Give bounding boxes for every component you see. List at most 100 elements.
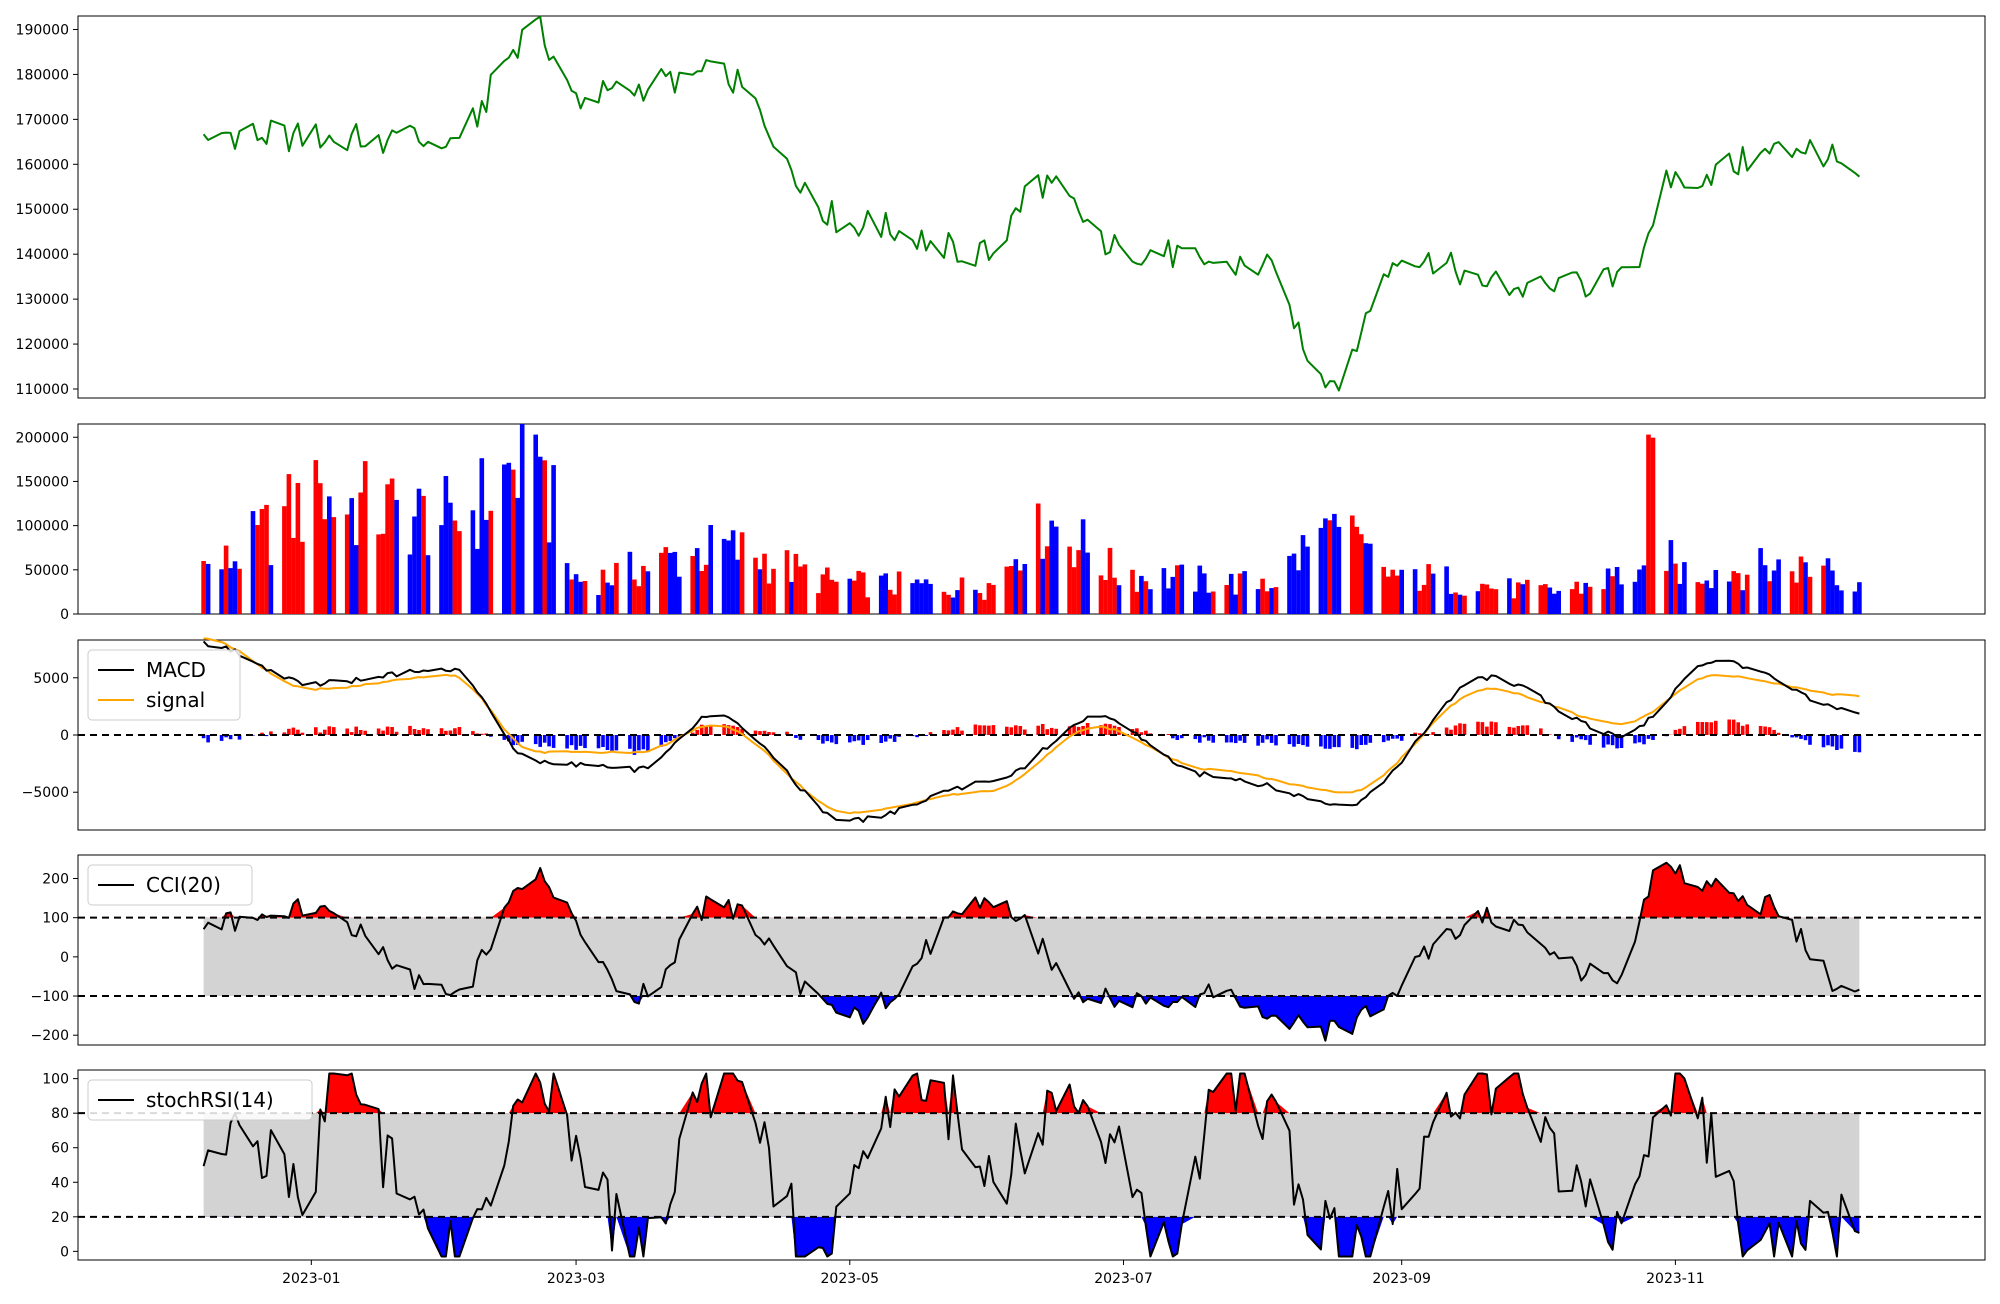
macd-hist-bar [1238,735,1242,741]
macd-hist-bar [292,728,296,735]
volume-bar [928,584,933,614]
price-ytick-label: 140000 [16,247,69,263]
volume-bar [1426,564,1431,614]
volume-bar [574,574,579,614]
volume-bar [1705,581,1710,615]
macd-hist-bar [1602,735,1606,748]
volume-bar [1758,548,1763,614]
volume-bar [1323,518,1328,614]
macd-hist-bar [637,735,641,750]
cci-oversold-fill [204,996,1860,1041]
volume-bar [865,597,870,614]
xtick-label: 2023-05 [821,1271,880,1287]
volume-bar [408,555,413,615]
volume-bar [1099,575,1104,614]
volume-bar [1512,598,1517,614]
volume-bar [785,550,790,614]
cci-band [204,918,1860,996]
volume-bar [973,590,978,614]
macd-hist-bar [1683,726,1687,735]
volume-bar [1359,534,1364,614]
macd-hist-bar [758,731,762,735]
volume-bar [1431,574,1436,614]
volume-bar [1449,594,1454,614]
volume-bar [1476,591,1481,614]
volume-bar [314,460,319,614]
macd-hist-bar [1696,722,1700,735]
volume-bar [726,541,731,615]
stochrsi-ytick-label: 60 [51,1141,69,1157]
volume-bar [323,519,328,614]
price-ytick-label: 170000 [16,112,69,128]
macd-hist-bar [1526,725,1530,735]
macd-hist-bar [646,735,650,752]
macd-hist-bar [1714,721,1718,735]
macd-hist-bar [206,735,210,742]
volume-bar [1054,527,1059,614]
macd-hist-bar [1485,727,1489,735]
volume-bar [381,534,386,614]
volume-bar [1049,521,1054,614]
macd-hist-bar [893,735,897,742]
volume-bar [264,505,269,614]
macd-hist-bar [1036,726,1040,735]
macd-hist-bar [565,735,569,749]
volume-bar [1808,577,1813,614]
volume-bar [982,600,987,614]
volume-bar [978,593,983,614]
volume-bars [201,424,1861,614]
macd-hist-bar [1364,735,1368,745]
volume-bar [1202,573,1207,614]
macd-hist-bar [642,735,646,749]
volume-bar [1296,570,1301,614]
macd-hist-bar [1005,727,1009,735]
cci-ytick-label: −100 [31,989,69,1005]
macd-hist-bar [1831,735,1835,747]
volume-bar [1767,581,1772,614]
price-ytick-label: 130000 [16,292,69,308]
volume-bar [358,493,363,615]
volume-bar [1108,548,1113,614]
volume-bar [1714,570,1719,614]
volume-bar [1853,592,1858,615]
macd-hist-bar [543,735,547,743]
macd-hist-bar [1225,735,1229,743]
macd-hist-bar [229,735,233,739]
macd-ytick-label: −5000 [22,785,69,801]
volume-bar [224,546,229,614]
volume-bar [1651,438,1656,614]
volume-bar [457,531,462,614]
volume-bar [1305,547,1310,614]
volume-bar [856,571,861,614]
volume-bar [834,582,839,614]
volume-bar [1274,587,1279,614]
macd-hist-bar [992,725,996,735]
volume-bar [1619,584,1624,614]
macd-hist-bar [1319,735,1323,747]
volume-bar [390,479,395,615]
volume-bar [1763,565,1768,614]
macd-hist-bar [794,735,798,738]
volume-bar [376,534,381,614]
volume-bar [946,595,951,614]
macd-hist-bar [579,735,583,746]
volume-bar [1018,571,1023,615]
volume-bar [1175,565,1180,614]
volume-bar [287,474,292,614]
volume-bar [664,547,669,614]
macd-hist-bar [597,735,601,748]
volume-bar [1556,591,1561,614]
macd-hist-bar [574,735,578,750]
macd-hist-bar [552,735,556,748]
macd-hist-bar [1481,722,1485,735]
volume-bar [1494,589,1499,614]
volume-bar [300,542,305,614]
volume-bar [1355,527,1360,614]
price-line [204,17,1860,391]
volume-bar [1507,578,1512,614]
volume-bar [219,569,224,614]
macd-hist-bar [1256,735,1260,746]
volume-bar [1615,567,1620,614]
macd-hist-bar [354,727,358,735]
macd-hist-bar [1512,728,1516,735]
